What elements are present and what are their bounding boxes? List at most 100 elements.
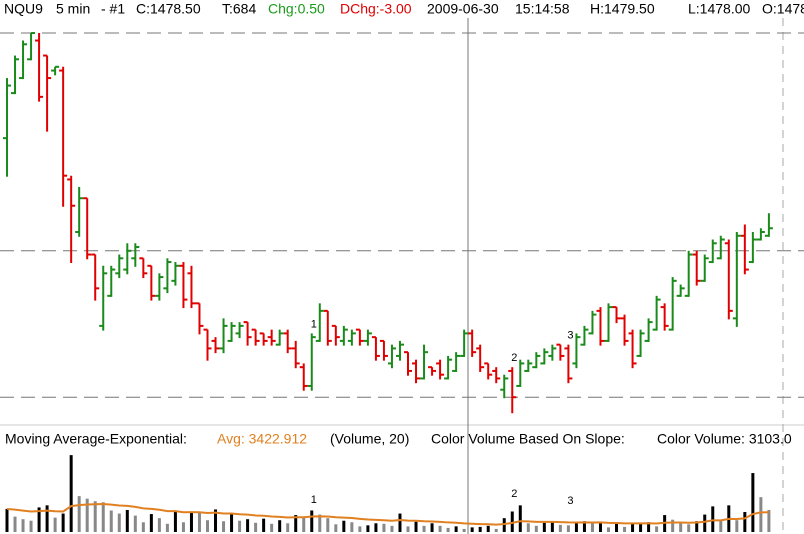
volume-bar (639, 522, 643, 532)
volume-bar (109, 510, 113, 532)
volume-bar (189, 512, 193, 532)
volume-bar (398, 513, 402, 532)
volume-bar (719, 520, 723, 532)
volume-label: Avg: 3422.912 (217, 431, 307, 447)
volume-label: (Volume, 20) (330, 431, 409, 447)
volume-label: Moving Average-Exponential: (5, 431, 187, 447)
volume-bar (687, 524, 691, 532)
volume-bar (671, 519, 675, 532)
volume-bar (406, 526, 410, 532)
volume-bar (254, 522, 258, 532)
volume-bar (358, 526, 362, 532)
volume-bar (278, 520, 282, 532)
volume-bar (422, 525, 426, 532)
ema-line (6, 503, 769, 526)
volume-bar (45, 505, 49, 532)
header-field: 2009-06-30 (427, 1, 499, 17)
volume-bar (582, 521, 586, 532)
volume-bar (5, 508, 9, 532)
volume-bar (342, 520, 346, 532)
volume-bar (382, 523, 386, 532)
volume-bar (374, 523, 378, 532)
volume-bar (157, 518, 161, 532)
volume-bar (13, 516, 17, 532)
volume-bar (566, 525, 570, 532)
annotation: 1 (311, 318, 317, 330)
header-field: - #1 (101, 1, 125, 17)
volume-annotation: 3 (567, 495, 573, 507)
header-field: T:684 (222, 1, 256, 17)
header-field: O:1478. (762, 1, 804, 17)
volume-bar (85, 498, 89, 532)
header-field: Chg:0.50 (268, 1, 325, 17)
volume-bar (623, 526, 627, 532)
volume-bar (703, 514, 707, 532)
volume-bar (574, 522, 578, 532)
volume-bar (550, 521, 554, 532)
volume-bar (302, 516, 306, 532)
volume-bar (149, 514, 153, 532)
volume-bar (390, 525, 394, 532)
header-field: DChg:-3.00 (340, 1, 412, 17)
volume-bar (695, 521, 699, 532)
volume-bar (607, 527, 610, 532)
volume-bar (133, 515, 137, 532)
volume-bar (101, 502, 105, 532)
volume-bar (310, 510, 314, 532)
volume-bar (735, 520, 739, 532)
volume-bar (534, 525, 538, 532)
volume-bar (181, 522, 185, 532)
volume-bar (470, 527, 474, 532)
header-field: 5 min (56, 1, 90, 17)
volume-bar (141, 522, 145, 532)
header-field: NQU9 (4, 1, 43, 17)
header-field: L:1478.00 (688, 1, 750, 17)
volume-bar (93, 501, 97, 532)
volume-bar (262, 518, 266, 532)
volume-bar (502, 518, 506, 532)
volume-bar (53, 517, 57, 532)
volume-bar (318, 514, 322, 532)
volume-bar (478, 526, 482, 532)
volume-bar (462, 528, 466, 532)
volume-bar (69, 455, 73, 532)
volume-bar (414, 521, 418, 532)
volume-label: Color Volume: 3103.0 (657, 431, 792, 447)
annotation: 3 (567, 330, 573, 342)
volume-bar (238, 520, 242, 532)
volume-bar (165, 523, 169, 532)
volume-bar (21, 519, 25, 532)
volume-bar (286, 523, 290, 532)
volume-bar (438, 525, 442, 532)
volume-bar (37, 507, 41, 532)
volume-bar (679, 523, 683, 532)
volume-bar (743, 512, 747, 532)
volume-bar (230, 514, 234, 532)
volume-annotation: 1 (311, 494, 317, 506)
volume-bar (214, 509, 218, 532)
volume-bar (759, 497, 763, 532)
header-field: H:1479.50 (590, 1, 655, 17)
volume-bar (197, 512, 201, 532)
volume-bar (246, 519, 250, 532)
volume-bar (222, 521, 226, 532)
volume-bar (366, 525, 370, 532)
volume-bar (631, 523, 635, 532)
header-field: C:1478.50 (136, 1, 201, 17)
volume-bar (29, 520, 33, 532)
volume-bar (494, 528, 498, 532)
volume-bar (206, 520, 209, 532)
volume-bar (334, 524, 338, 532)
volume-bar (486, 525, 490, 532)
volume-bar (526, 523, 530, 532)
volume-bar (270, 523, 274, 532)
volume-bar (518, 505, 522, 532)
volume-bar (615, 523, 619, 532)
volume-bar (294, 515, 298, 532)
volume-bar (454, 526, 458, 532)
volume-bar (655, 526, 659, 532)
volume-bar (117, 513, 121, 532)
volume-bar (430, 523, 434, 532)
